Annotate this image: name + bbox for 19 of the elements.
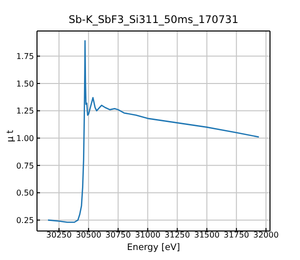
y-tick-label: 1.75 [16, 52, 34, 61]
x-axis-title: Energy [eV] [126, 243, 182, 253]
y-tick-label: 1.50 [16, 79, 34, 88]
x-tick-label: 30750 [105, 230, 131, 240]
x-tick-label: 31750 [224, 230, 250, 240]
x-tick-label: 30500 [76, 230, 102, 240]
y-axis-title: μ t [6, 128, 16, 144]
y-tick-label: 1.25 [16, 106, 34, 116]
x-tick-label: 31500 [194, 230, 220, 240]
x-tick-label: 31250 [164, 230, 190, 240]
y-tick-label: 0.75 [16, 161, 34, 170]
y-tick-label: 0.25 [16, 216, 34, 225]
x-tick-label: 30250 [46, 230, 72, 240]
x-tick-label: 31000 [134, 230, 160, 240]
x-tick-label: 32000 [253, 230, 279, 240]
y-tick-label: 0.50 [16, 188, 34, 198]
line-series [47, 40, 260, 223]
y-tick-label: 1.00 [16, 134, 34, 143]
chart-title: Sb-K_SbF3_Si311_50ms_170731 [68, 14, 240, 26]
